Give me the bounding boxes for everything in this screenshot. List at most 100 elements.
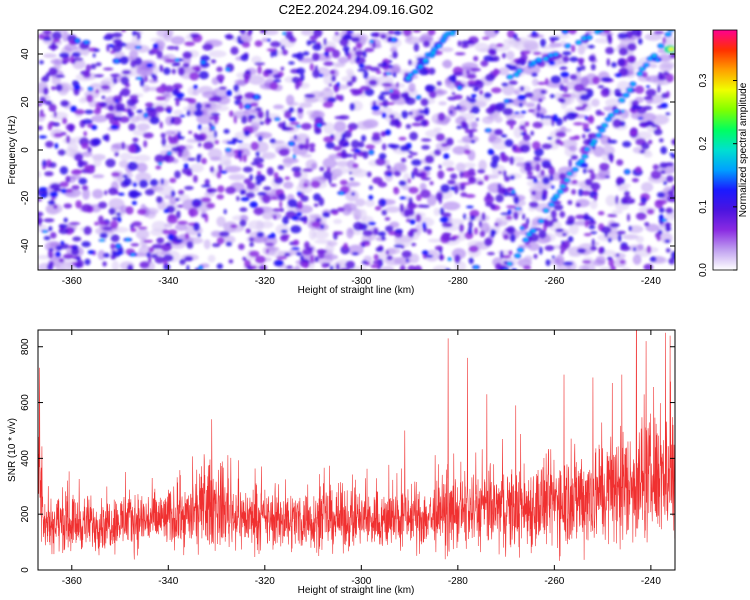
heatmap-cell bbox=[575, 214, 586, 220]
heatmap-hotspot bbox=[381, 112, 387, 119]
heatmap-cell bbox=[90, 83, 102, 89]
snr-x-ticks: -360 -340 -320 -300 -280 -260 -240 bbox=[62, 330, 661, 587]
heatmap-cell bbox=[644, 121, 655, 126]
heatmap-cell bbox=[293, 170, 302, 178]
heatmap-hotspot bbox=[116, 251, 124, 255]
heatmap-cell bbox=[540, 89, 547, 95]
heatmap-cell bbox=[438, 195, 443, 205]
heatmap-cell bbox=[156, 30, 174, 38]
heatmap-cell bbox=[605, 194, 617, 207]
heatmap-hotspot bbox=[108, 43, 114, 48]
heatmap-cell bbox=[453, 106, 463, 110]
heatmap-cell bbox=[587, 169, 594, 174]
heatmap-cell bbox=[464, 194, 476, 198]
heatmap-cell bbox=[53, 122, 60, 127]
heatmap-cell bbox=[43, 87, 49, 96]
heatmap-cell bbox=[533, 253, 538, 259]
heatmap-cell bbox=[279, 234, 289, 242]
heatmap-cell bbox=[331, 210, 339, 215]
heatmap-cell bbox=[413, 167, 419, 175]
heatmap-cell bbox=[392, 51, 398, 59]
heatmap-hotspot bbox=[192, 84, 198, 90]
heatmap-cell bbox=[393, 186, 400, 195]
heatmap-cell bbox=[515, 162, 527, 167]
heatmap-cell bbox=[501, 155, 510, 163]
heatmap-cell bbox=[175, 45, 179, 51]
heatmap-cell bbox=[102, 226, 113, 231]
heatmap-cell bbox=[657, 84, 661, 94]
heatmap-hotspot bbox=[176, 92, 185, 98]
heatmap-cell bbox=[534, 147, 544, 157]
heatmap-cell bbox=[273, 172, 279, 180]
heatmap-cell bbox=[163, 254, 174, 262]
heatmap-cell bbox=[94, 74, 104, 78]
heatmap-hotspot bbox=[615, 73, 622, 78]
heatmap-cell bbox=[38, 125, 43, 131]
heatmap-cell bbox=[438, 101, 447, 106]
heatmap-cell bbox=[615, 195, 619, 205]
heatmap-cell bbox=[605, 175, 610, 179]
heatmap-cell bbox=[435, 89, 448, 95]
heatmap-hotspot bbox=[267, 38, 271, 42]
heatmap-cell bbox=[113, 39, 122, 45]
heatmap-cell bbox=[38, 198, 43, 202]
heatmap-cell bbox=[171, 116, 175, 122]
heatmap-cell bbox=[138, 179, 149, 188]
heatmap-cell bbox=[148, 247, 155, 253]
heatmap-cell bbox=[503, 170, 507, 178]
heatmap-cell bbox=[340, 152, 348, 159]
heatmap-cell bbox=[207, 254, 216, 263]
heatmap-cell bbox=[428, 67, 436, 75]
heatmap-cell bbox=[261, 152, 276, 160]
heatmap-cell bbox=[276, 255, 288, 260]
heatmap-cell bbox=[59, 166, 69, 175]
heatmap-cell bbox=[345, 260, 356, 270]
heatmap-cell bbox=[575, 106, 586, 111]
heatmap-cell bbox=[667, 189, 675, 196]
heatmap-cell bbox=[471, 105, 480, 114]
heatmap-cell bbox=[609, 222, 620, 228]
figure-title: C2E2.2024.294.09.16.G02 bbox=[279, 2, 434, 17]
heatmap-hotspot bbox=[439, 216, 449, 223]
heatmap-cell bbox=[230, 46, 239, 55]
colorbar-gradient bbox=[712, 29, 738, 271]
heatmap-cell bbox=[435, 133, 445, 142]
heatmap-cell bbox=[500, 134, 508, 138]
heatmap-hotspot bbox=[91, 124, 98, 131]
feature-mark bbox=[559, 190, 562, 193]
heatmap-cell bbox=[288, 107, 295, 113]
heatmap-cell bbox=[453, 94, 463, 100]
heatmap-cell bbox=[188, 130, 193, 134]
heatmap-cell bbox=[207, 148, 223, 160]
heatmap-cell bbox=[38, 103, 43, 107]
heatmap-cell bbox=[565, 219, 575, 226]
heatmap-cell bbox=[293, 239, 300, 246]
heatmap-cell bbox=[135, 154, 151, 162]
heatmap-cell bbox=[536, 103, 541, 112]
heatmap-cell bbox=[119, 152, 132, 161]
heatmap-cell bbox=[302, 259, 310, 264]
heatmap-cell bbox=[98, 201, 108, 209]
heatmap-cell bbox=[42, 166, 46, 170]
heatmap-cell bbox=[441, 222, 453, 228]
x-tick-label: -280 bbox=[448, 276, 468, 287]
heatmap-cell bbox=[166, 46, 177, 50]
heatmap-cell bbox=[178, 189, 185, 195]
snr-x-axis-label: Height of straight line (km) bbox=[298, 585, 415, 596]
heatmap-hotspot bbox=[175, 59, 179, 61]
heatmap-cell bbox=[71, 51, 81, 58]
heatmap-cell bbox=[662, 71, 670, 76]
heatmap-cell bbox=[658, 75, 667, 81]
heatmap-cell bbox=[549, 94, 556, 99]
y-tick-label: -20 bbox=[20, 190, 31, 205]
heatmap-cell bbox=[202, 43, 214, 51]
heatmap-cell bbox=[332, 62, 341, 68]
heatmap-cell bbox=[61, 61, 68, 65]
feature-mark bbox=[515, 254, 520, 258]
heatmap-cell bbox=[307, 246, 314, 251]
heatmap-cell bbox=[128, 190, 137, 198]
heatmap-cell bbox=[328, 83, 333, 87]
heatmap-hotspot bbox=[167, 233, 175, 241]
heatmap-cell bbox=[48, 67, 58, 76]
heatmap-cell bbox=[405, 124, 412, 129]
